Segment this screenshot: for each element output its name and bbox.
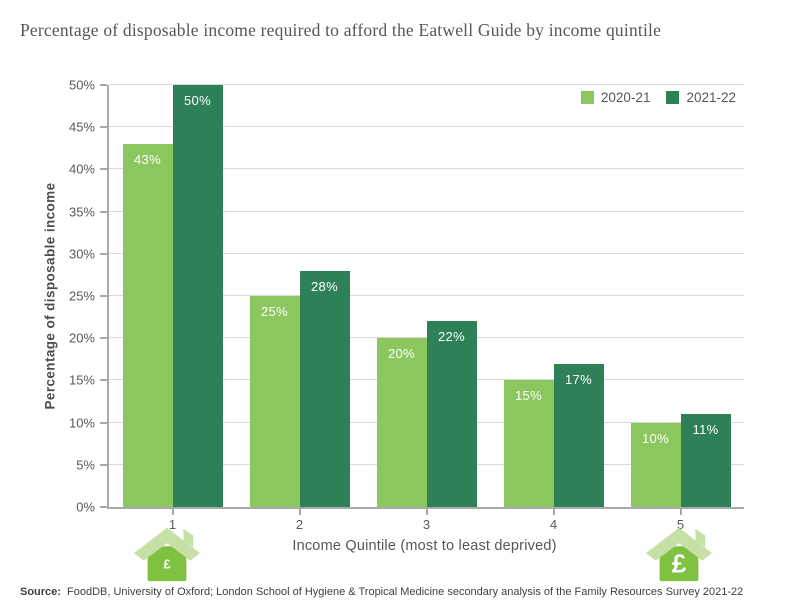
gridline: [109, 210, 744, 212]
x-tick-label: 1: [168, 517, 177, 532]
y-tick-label: 35%: [68, 204, 95, 220]
y-tick-mark: [100, 421, 107, 424]
bar-group-quintile-4: 15% 17%: [490, 85, 617, 507]
y-tick-mark: [100, 506, 107, 508]
x-tick-mark: [171, 509, 174, 515]
bar-2021-22-quintile-3: 22%: [426, 321, 477, 507]
y-tick-mark: [100, 84, 107, 86]
legend-item-2021-22: 2021-22: [666, 90, 736, 105]
bar-value-label: 22%: [438, 329, 465, 345]
x-tick-label: 2: [295, 517, 304, 532]
bar-2021-22-quintile-5: 11%: [680, 414, 731, 507]
y-tick-mark: [100, 168, 107, 171]
source-text: FoodDB, University of Oxford; London Sch…: [63, 586, 744, 598]
y-tick-label: 50%: [68, 77, 95, 93]
y-tick-label: 5%: [76, 457, 95, 473]
bar-2020-21-quintile-1: 43%: [122, 144, 173, 507]
source-label: Source:: [20, 586, 61, 598]
legend-swatch-2020-21: [580, 91, 594, 104]
pound-symbol-large: £: [672, 548, 687, 578]
y-tick-label: 25%: [68, 288, 95, 304]
x-axis-title: Income Quintile (most to least deprived): [292, 538, 557, 554]
x-tick-mark: [298, 509, 301, 515]
roof-shape: [134, 527, 200, 561]
bar-value-label: 11%: [692, 422, 719, 438]
bar-value-label: 15%: [515, 388, 542, 404]
bar-value-label: 43%: [134, 152, 161, 168]
chimney-shape: [183, 528, 194, 548]
bar-group-quintile-2: 25% 28%: [236, 85, 363, 507]
bar-value-label: 25%: [261, 304, 288, 319]
gridline: [109, 252, 744, 254]
roof-shape: [646, 527, 712, 561]
chart-title: Percentage of disposable income required…: [20, 20, 662, 40]
y-tick-label: 40%: [68, 161, 95, 177]
source-note: Source: FoodDB, University of Oxford; Lo…: [20, 586, 743, 598]
pound-symbol-small: £: [164, 557, 171, 571]
bar-group-quintile-3: 20% 22%: [363, 85, 490, 507]
bar-2020-21-quintile-4: 15%: [503, 380, 554, 507]
y-tick-label: 30%: [68, 246, 95, 262]
house-body-shape: [147, 546, 187, 582]
y-tick-mark: [100, 337, 107, 340]
bar-2021-22-quintile-2: 28%: [299, 270, 350, 507]
y-axis-title: Percentage of disposable income: [42, 182, 58, 410]
bar-2020-21-quintile-2: 25%: [249, 296, 300, 507]
legend-swatch-2021-22: [666, 91, 680, 104]
legend-item-2020-21: 2020-21: [580, 90, 651, 105]
bar-value-label: 28%: [311, 278, 338, 294]
legend: 2020-21 2021-22: [580, 90, 736, 105]
gridline: [109, 168, 744, 170]
legend-label: 2021-22: [686, 90, 736, 105]
bar-2020-21-quintile-5: 10%: [630, 422, 681, 507]
bar-2021-22-quintile-4: 17%: [553, 363, 604, 507]
y-tick-label: 20%: [68, 330, 95, 346]
bar-value-label: 17%: [565, 371, 592, 387]
bar-value-label: 20%: [388, 346, 415, 362]
y-tick-mark: [100, 210, 107, 213]
bar-group-quintile-1: 43% 50%: [109, 85, 236, 507]
y-tick-mark: [100, 252, 107, 255]
gridline: [109, 126, 744, 128]
x-tick-mark: [552, 509, 555, 515]
y-tick-mark: [100, 126, 107, 129]
x-tick-mark: [679, 509, 682, 515]
chimney-shape: [695, 528, 706, 548]
x-tick-label: 3: [422, 517, 431, 532]
bar-value-label: 50%: [184, 93, 211, 108]
x-tick-label: 5: [676, 517, 685, 532]
legend-label: 2020-21: [600, 90, 651, 105]
y-tick-label: 0%: [76, 499, 95, 515]
bar-group-quintile-5: 10% 11%: [617, 85, 744, 507]
bar-2021-22-quintile-1: 50%: [172, 85, 223, 507]
y-tick-label: 10%: [68, 415, 95, 431]
x-tick-mark: [425, 509, 428, 515]
bar-value-label: 10%: [642, 430, 669, 446]
house-body-shape: [659, 546, 699, 582]
house-pound-large-icon: £: [646, 527, 712, 582]
y-tick-label: 45%: [68, 119, 95, 135]
y-tick-label: 15%: [68, 372, 95, 388]
y-tick-mark: [100, 463, 107, 466]
bar-2020-21-quintile-3: 20%: [376, 338, 427, 507]
gridline: [109, 84, 744, 85]
gridline: [109, 295, 744, 296]
y-tick-mark: [100, 295, 107, 297]
y-tick-mark: [100, 379, 107, 382]
x-tick-label: 4: [549, 517, 558, 532]
plot-area: 2020-21 2021-22 0% 5% 10% 15% 20% 25% 30% 35% 40…: [69, 78, 744, 532]
house-pound-small-icon: £: [134, 527, 200, 582]
